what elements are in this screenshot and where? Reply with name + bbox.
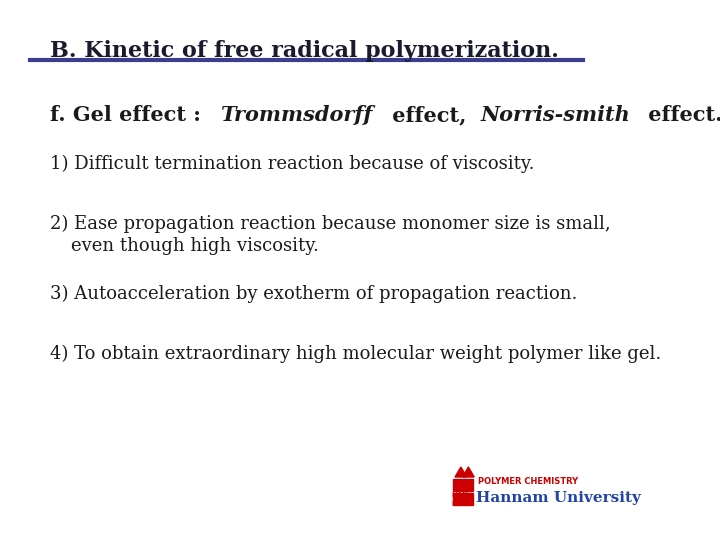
Text: B. Kinetic of free radical polymerization.: B. Kinetic of free radical polymerizatio… <box>50 40 559 62</box>
Text: f. Gel effect :: f. Gel effect : <box>50 105 208 125</box>
Text: HAN: HAN <box>451 492 469 498</box>
Text: 4) To obtain extraordinary high molecular weight polymer like gel.: 4) To obtain extraordinary high molecula… <box>50 345 662 363</box>
Polygon shape <box>462 467 474 477</box>
Text: 2) Ease propagation reaction because monomer size is small,: 2) Ease propagation reaction because mon… <box>50 215 611 233</box>
Text: effect,: effect, <box>384 105 473 125</box>
Bar <box>452 479 462 491</box>
Text: POLYMER CHEMISTRY: POLYMER CHEMISTRY <box>477 477 577 486</box>
Text: Norris-smith: Norris-smith <box>480 105 630 125</box>
Text: Hannam University: Hannam University <box>476 491 641 505</box>
Bar <box>464 479 472 491</box>
Text: NAM: NAM <box>451 501 470 507</box>
Text: Trommsdorff: Trommsdorff <box>220 105 373 125</box>
Text: 1) Difficult termination reaction because of viscosity.: 1) Difficult termination reaction becaus… <box>50 155 534 173</box>
Text: effect.: effect. <box>642 105 720 125</box>
Bar <box>452 493 462 505</box>
Polygon shape <box>455 467 467 477</box>
Text: even though high viscosity.: even though high viscosity. <box>71 237 319 255</box>
Bar <box>464 493 472 505</box>
Text: 3) Autoacceleration by exotherm of propagation reaction.: 3) Autoacceleration by exotherm of propa… <box>50 285 577 303</box>
